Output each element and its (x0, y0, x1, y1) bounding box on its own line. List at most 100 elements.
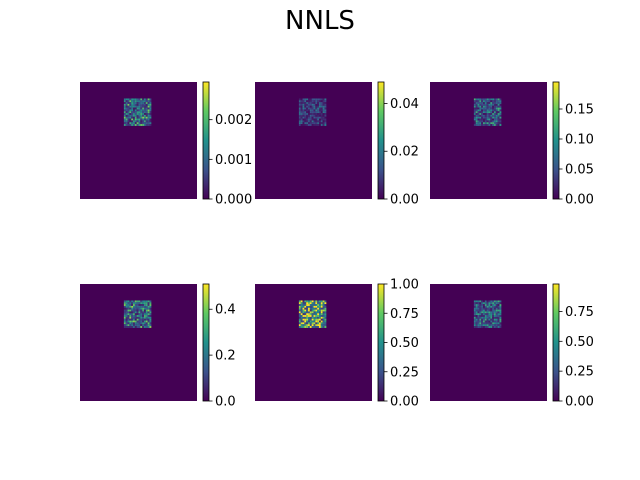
heatmap-cell (127, 318, 130, 321)
heatmap-cell (125, 103, 128, 106)
heatmap-cell (298, 103, 301, 106)
heatmap-cell (490, 118, 493, 121)
heatmap-cell (302, 107, 305, 110)
heatmap-cell (492, 324, 495, 327)
heatmap-cell (300, 318, 303, 321)
heatmap-cell (479, 102, 482, 104)
heatmap-cell (322, 304, 325, 306)
heatmap-cell (486, 320, 489, 323)
heatmap-cell (131, 118, 134, 121)
heatmap-cell (322, 302, 325, 305)
heatmap-cell (147, 326, 150, 328)
heatmap-cell (477, 324, 480, 327)
heatmap-cell (142, 100, 145, 103)
heatmap-cell (133, 102, 135, 104)
heatmap-cell (134, 313, 137, 316)
heatmap-cell (147, 100, 150, 103)
heatmap-cell (473, 313, 476, 316)
heatmap-cell (481, 124, 484, 126)
heatmap-cell (145, 111, 148, 114)
heatmap-cell (322, 109, 325, 112)
heatmap-cell (142, 124, 145, 126)
heatmap-cell (147, 114, 150, 117)
heatmap-cell (134, 107, 137, 110)
heatmap-cell (493, 315, 496, 317)
heatmap-cell (313, 114, 316, 117)
heatmap-cell (149, 307, 152, 310)
heatmap-cell (125, 300, 128, 303)
heatmap-cell (497, 326, 500, 328)
heatmap-cell (492, 116, 495, 119)
heatmap-cell (302, 326, 305, 328)
heatmap-cell (298, 315, 301, 317)
heatmap-cell (315, 105, 318, 108)
heatmap-cell (308, 300, 310, 303)
heatmap-cell (313, 107, 316, 110)
heatmap-cell (302, 114, 305, 117)
colorbar-tick-label: 0.0 (215, 395, 236, 410)
heatmap-cell (486, 113, 489, 115)
heatmap-cell (493, 103, 496, 106)
heatmap-cell (143, 100, 146, 103)
heatmap-cell (317, 313, 320, 316)
heatmap-cell (311, 324, 314, 327)
heatmap-cell (486, 122, 489, 125)
heatmap-cell (481, 114, 484, 117)
heatmap-cell (304, 109, 307, 112)
heatmap-cell (147, 315, 150, 317)
heatmap-cell (475, 124, 478, 126)
heatmap-cell (475, 300, 478, 303)
heatmap-cell (324, 305, 327, 308)
heatmap-cell (322, 309, 325, 312)
heatmap-cell (138, 309, 141, 312)
heatmap-cell (147, 120, 150, 123)
heatmap-cell (315, 109, 318, 112)
heatmap-cell (499, 105, 502, 108)
heatmap-cell (143, 122, 146, 125)
heatmap-cell (493, 107, 496, 110)
heatmap-cell (142, 322, 145, 325)
heatmap-cell (475, 309, 478, 312)
heatmap-cell (123, 316, 126, 319)
heatmap-cell (483, 302, 485, 305)
heatmap-cell (499, 114, 502, 117)
heatmap-cell (306, 118, 309, 121)
heatmap-cell (479, 113, 482, 115)
heatmap-cell (488, 111, 491, 114)
heatmap-cell (309, 309, 312, 312)
heatmap-cell (475, 98, 478, 101)
heatmap-cell (143, 107, 146, 110)
heatmap-cell (140, 98, 143, 101)
heatmap-cell (127, 109, 130, 112)
heatmap-cell (142, 109, 145, 112)
heatmap-cell (320, 324, 323, 327)
heatmap-cell (306, 124, 309, 126)
heatmap-cell (324, 300, 327, 303)
heatmap-cell (313, 307, 316, 310)
heatmap-cell (322, 318, 325, 321)
heatmap-cell (320, 122, 323, 125)
heatmap-cell (499, 113, 502, 115)
heatmap-cell (300, 311, 303, 314)
heatmap-cell (300, 111, 303, 114)
heatmap-cell (317, 102, 320, 104)
heatmap-cell (499, 311, 502, 314)
heatmap-cell (309, 103, 312, 106)
heatmap-cell (479, 103, 482, 106)
heatmap-cell (497, 304, 500, 306)
heatmap-cell (138, 313, 141, 316)
colorbar-tick-label: 0.001 (215, 153, 252, 168)
heatmap-cell (320, 100, 323, 103)
heatmap-cell (302, 324, 305, 327)
heatmap-cell (149, 109, 152, 112)
heatmap-cell (492, 307, 495, 310)
colorbar-tick-label: 0.50 (565, 335, 594, 350)
heatmap-cell (317, 300, 320, 303)
heatmap-cell (140, 109, 143, 112)
heatmap-cell (311, 322, 314, 325)
heatmap-cell (136, 309, 139, 312)
heatmap-cell (493, 313, 496, 316)
heatmap-cell (149, 311, 152, 314)
heatmap-cell (313, 109, 316, 112)
heatmap-cell (123, 111, 126, 114)
